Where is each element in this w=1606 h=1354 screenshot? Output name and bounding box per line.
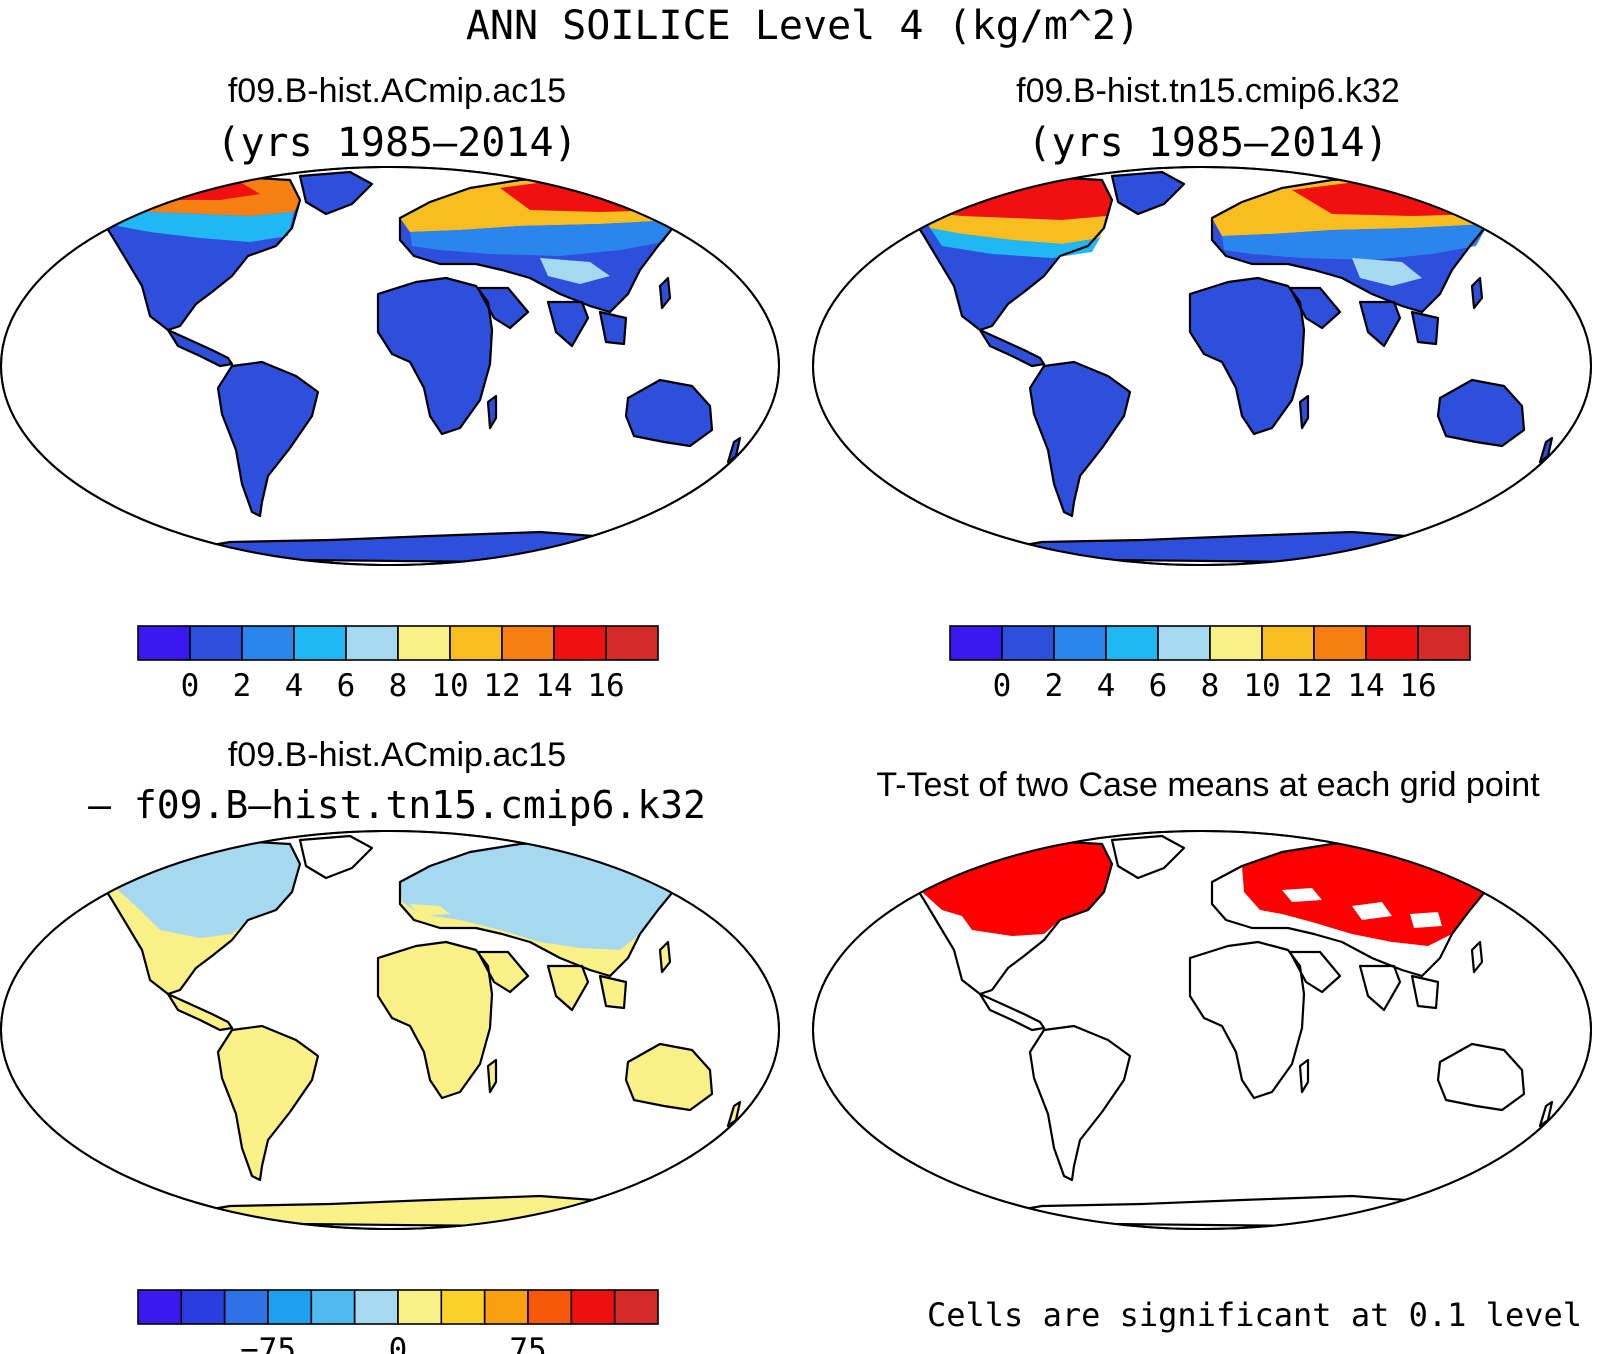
colorbar-cell [527,1289,573,1325]
colorbar-tick-label: 12 [1295,668,1332,704]
colorbar-cell [1105,625,1159,661]
panel-case1-subtitle: (yrs 1985–2014) [216,120,577,166]
colorbar-cell [1261,625,1315,661]
panel-diff-subtitle: – f09.B–hist.tn15.cmip6.k32 [88,783,706,827]
colorbar-cell [310,1289,356,1325]
panel-ttest: T-Test of two Case means at each grid po… [812,766,1592,1334]
colorbar-tick-label: 6 [337,668,356,704]
colorbar-cell [137,625,191,661]
colorbar-cell [223,1289,269,1325]
panel-case2-title: f09.B-hist.tn15.cmip6.k32 [1016,72,1400,110]
colorbar-tick-label: 10 [1243,668,1280,704]
colorbar-cell [1365,625,1419,661]
colorbar-cell [1001,625,1055,661]
colorbar-cell [397,1289,443,1325]
colorbar-cell [605,625,659,661]
panel-ttest-title: T-Test of two Case means at each grid po… [876,766,1540,804]
colorbar-tick-label: 14 [535,668,572,704]
colorbar-tick-label: 2 [1045,668,1064,704]
panel-diff: f09.B-hist.ACmip.ac15 – f09.B–hist.tn15.… [0,736,780,1354]
colorbar-cell [189,625,243,661]
map-diff [0,830,780,1230]
colorbar-cell [267,1289,313,1325]
panel-case2-subtitle: (yrs 1985–2014) [1027,120,1388,166]
colorbar-cell [440,1289,486,1325]
map-ttest [812,830,1592,1230]
panel-case1-title: f09.B-hist.ACmip.ac15 [228,72,566,110]
significance-note: Cells are significant at 0.1 level [927,1296,1582,1334]
colorbar-tick-label: 16 [587,668,624,704]
map-case1 [0,166,780,566]
colorbar-cell [397,625,451,661]
colorbar-cell [293,625,347,661]
panel-case2: f09.B-hist.tn15.cmip6.k32 (yrs 1985–2014… [812,72,1592,704]
colorbar-tick-label: 75 [509,1332,546,1354]
map-case2 [812,166,1592,566]
colorbar-tick-label: −75 [240,1332,296,1354]
colorbar-tick-label: 6 [1149,668,1168,704]
colorbar-cell [241,625,295,661]
colorbar-cell [345,625,399,661]
colorbar-cell [1053,625,1107,661]
colorbar-tick-label: 8 [1201,668,1220,704]
colorbar-tick-label: 16 [1399,668,1436,704]
colorbar-cell [1417,625,1471,661]
colorbar-case1: 0 2 4 6 8 10 12 14 16 [137,625,659,704]
colorbar-tick-label: 4 [285,668,304,704]
colorbar-cell [353,1289,399,1325]
panel-case1: f09.B-hist.ACmip.ac15 (yrs 1985–2014) [0,72,780,704]
colorbar-tick-label: 0 [181,668,200,704]
colorbar-diff: −75 0 75 [137,1289,659,1354]
colorbar-cell [1157,625,1211,661]
colorbar-tick-label: 14 [1347,668,1384,704]
colorbar-cell [137,1289,183,1325]
colorbar-cell [483,1289,529,1325]
colorbar-tick-label: 2 [233,668,252,704]
colorbar-cell [613,1289,659,1325]
colorbar-cell [1209,625,1263,661]
colorbar-cell [180,1289,226,1325]
colorbar-case2: 0 2 4 6 8 10 12 14 16 [949,625,1471,704]
panel-diff-title: f09.B-hist.ACmip.ac15 [228,736,566,774]
colorbar-tick-label: 4 [1097,668,1116,704]
colorbar-cell [449,625,503,661]
colorbar-cell [501,625,555,661]
colorbar-cell [553,625,607,661]
colorbar-tick-label: 12 [483,668,520,704]
figure-title: ANN SOILICE Level 4 (kg/m^2) [466,3,1140,49]
colorbar-cell [949,625,1003,661]
colorbar-tick-label: 10 [431,668,468,704]
colorbar-cell [1313,625,1367,661]
colorbar-tick-label: 0 [389,1332,408,1354]
colorbar-tick-label: 0 [993,668,1012,704]
colorbar-tick-label: 8 [389,668,408,704]
colorbar-cell [570,1289,616,1325]
